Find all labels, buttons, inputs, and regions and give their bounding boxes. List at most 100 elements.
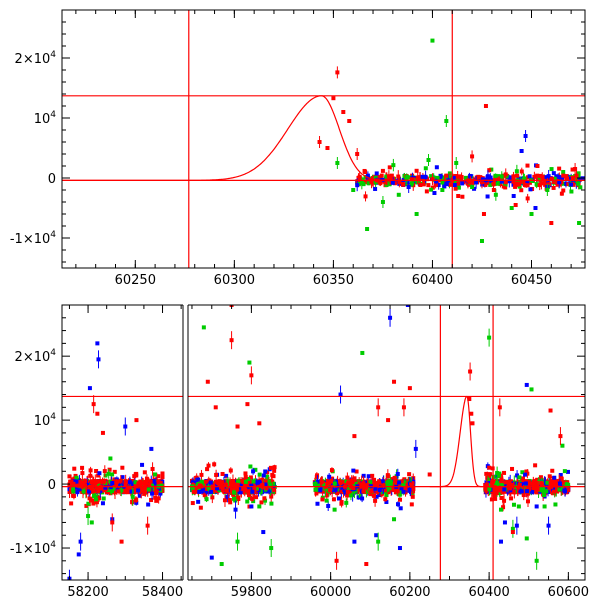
data-point [425, 177, 430, 182]
data-point [355, 152, 360, 156]
data-point [474, 175, 479, 180]
data-point [488, 182, 493, 187]
data-point [388, 315, 393, 320]
data-point [539, 486, 544, 491]
data-point [404, 177, 409, 182]
data-point [76, 483, 81, 488]
data-point [502, 470, 507, 475]
data-point [399, 486, 404, 491]
data-point [564, 174, 569, 179]
data-point [357, 181, 362, 186]
data-point [396, 502, 401, 507]
data-point [391, 488, 396, 493]
data-point [407, 386, 412, 391]
data-point [382, 488, 387, 493]
data-point [533, 463, 538, 468]
data-point [200, 487, 205, 492]
data-point [470, 185, 475, 189]
data-point [236, 479, 241, 484]
data-point [193, 480, 198, 485]
data-point [403, 485, 408, 490]
data-point [534, 504, 539, 509]
x-tick-label: 58400 [142, 585, 183, 600]
data-point [358, 493, 363, 498]
data-point [392, 379, 397, 384]
data-point [525, 489, 530, 494]
data-point [248, 464, 253, 469]
data-point [374, 533, 379, 538]
data-point [562, 488, 567, 493]
data-point [406, 185, 411, 189]
data-point [391, 163, 396, 168]
data-point [219, 562, 224, 567]
data-point [223, 479, 228, 484]
data-point [338, 392, 343, 397]
data-point [71, 481, 76, 486]
data-point [84, 503, 89, 508]
data-point [402, 480, 407, 485]
data-point [235, 424, 240, 429]
data-point [378, 181, 383, 186]
data-point [94, 500, 99, 505]
data-point [493, 173, 498, 178]
data-point [234, 487, 239, 492]
data-point [80, 471, 85, 476]
data-point [519, 149, 524, 153]
data-point [512, 489, 517, 494]
data-point [560, 443, 565, 448]
data-point [513, 203, 518, 207]
data-point [351, 188, 356, 192]
data-point [97, 471, 102, 476]
data-point [429, 187, 434, 192]
data-point [231, 490, 236, 495]
data-point [94, 497, 99, 502]
data-point [515, 473, 520, 478]
data-point [484, 482, 489, 487]
y-tick-label: 104 [34, 110, 57, 127]
data-point [136, 488, 141, 493]
data-point [263, 482, 268, 487]
data-point [521, 493, 526, 498]
data-point [129, 489, 134, 494]
data-point [340, 485, 345, 490]
data-point [345, 475, 350, 480]
data-point [542, 504, 547, 509]
data-point [525, 163, 530, 168]
data-point [345, 489, 350, 494]
data-point [321, 482, 326, 487]
data-point [399, 489, 404, 494]
data-point [493, 192, 498, 197]
data-point [78, 539, 83, 544]
data-point [313, 481, 318, 486]
data-point [323, 487, 328, 492]
data-point [383, 497, 388, 502]
x-tick-label: 58200 [67, 585, 108, 600]
data-point [96, 489, 101, 494]
data-point [257, 472, 262, 477]
data-point [92, 494, 97, 499]
data-point [517, 475, 522, 480]
data-point [398, 506, 403, 511]
data-point [529, 212, 534, 216]
data-point [501, 184, 506, 189]
data-point [548, 480, 553, 485]
data-point [267, 488, 272, 493]
y-tick-label: -1×104 [10, 230, 56, 247]
data-point [569, 189, 574, 194]
data-point [363, 180, 368, 185]
data-point [227, 497, 232, 502]
data-point [559, 476, 564, 481]
data-point [499, 477, 504, 482]
y-tick-label: 2×104 [15, 348, 57, 365]
data-point [539, 181, 544, 186]
data-point [392, 181, 397, 186]
data-point [72, 466, 77, 471]
data-point [237, 490, 242, 495]
data-point [427, 472, 432, 477]
data-point [491, 188, 496, 192]
data-point [346, 481, 351, 486]
x-tick-label: 59800 [231, 585, 272, 600]
data-point [345, 493, 350, 498]
data-point [499, 539, 504, 544]
data-point [576, 171, 581, 176]
